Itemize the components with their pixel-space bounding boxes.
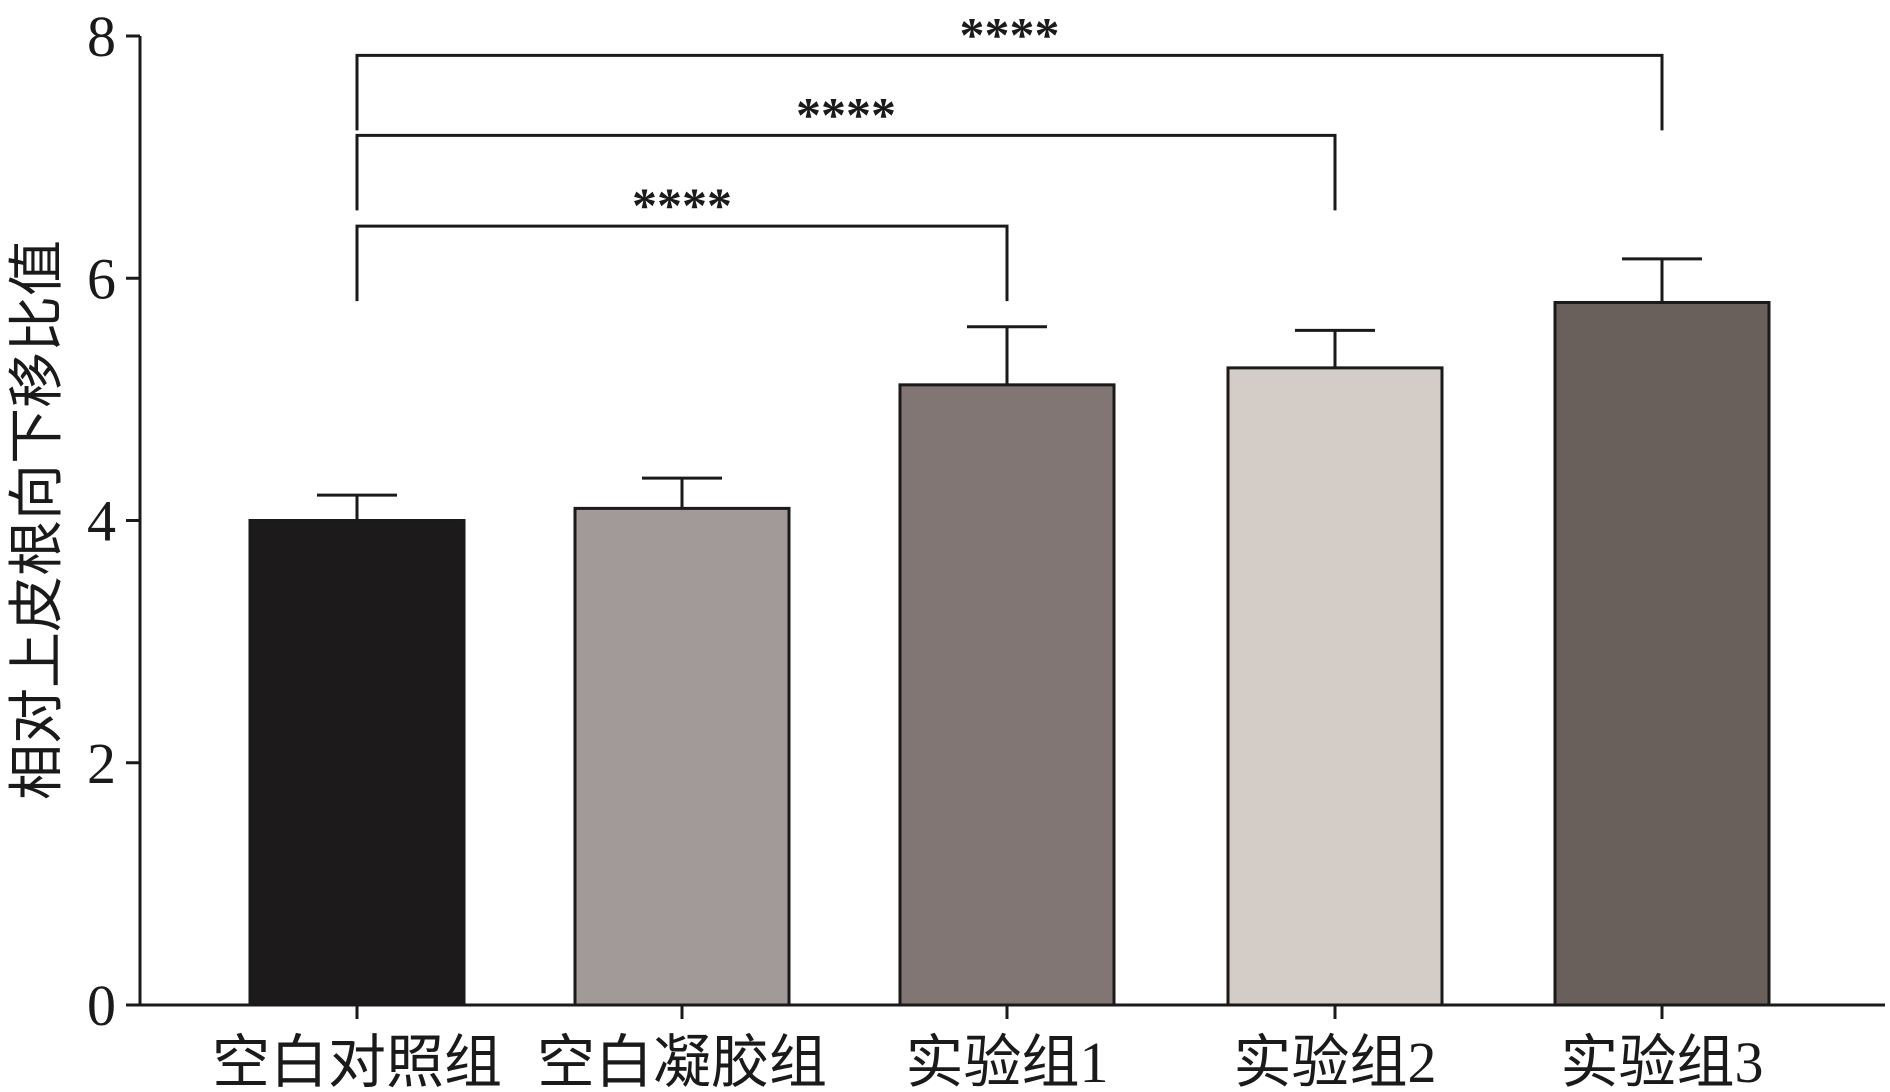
y-tick-label: 6 (87, 246, 116, 311)
bar (1553, 300, 1771, 1007)
significance-brackets (355, 53, 1664, 302)
y-axis-title: 相对上皮根向下移比值 (7, 240, 69, 800)
significance-bracket (355, 133, 1337, 211)
y-tick-label: 8 (87, 4, 116, 69)
bar (1226, 366, 1444, 1007)
y-tick-label: 4 (87, 489, 116, 554)
significance-label: **** (796, 86, 896, 142)
bar (898, 383, 1116, 1007)
x-category-label: 实验组2 (1233, 1030, 1436, 1092)
y-tick-label: 2 (87, 731, 116, 796)
x-category-label: 实验组3 (1560, 1030, 1763, 1092)
x-category-label: 实验组1 (905, 1030, 1108, 1092)
bars (248, 300, 1771, 1007)
significance-bracket (355, 53, 1664, 131)
significance-label: **** (632, 177, 732, 233)
bar (573, 506, 791, 1007)
error-bars (317, 257, 1702, 521)
x-category-label: 空白凝胶组 (537, 1030, 827, 1092)
significance-label: **** (960, 6, 1060, 62)
x-category-label: 空白对照组 (212, 1030, 502, 1092)
labels: 0 2 4 6 8 空白对照组 空白凝胶组 实验组1 实验组2 实验组3 **** **** **** (87, 4, 1764, 1092)
y-tick-label: 0 (87, 973, 116, 1038)
bar (248, 519, 466, 1007)
significance-bracket (355, 224, 1009, 302)
